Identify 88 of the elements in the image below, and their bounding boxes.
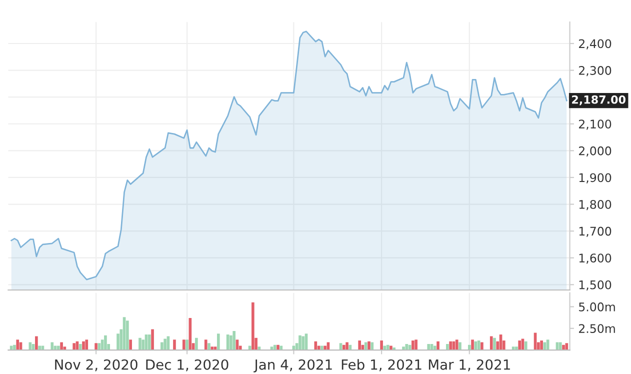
bar [480, 342, 484, 350]
bar [405, 344, 408, 350]
bar [358, 340, 361, 350]
bar [368, 341, 370, 350]
bar [298, 335, 302, 350]
x-tick-label: Jan 4, 2021 [254, 359, 332, 372]
bar [151, 329, 154, 350]
bar [468, 344, 471, 350]
y-tick-label: 1,800 [579, 200, 612, 210]
bar [515, 346, 518, 350]
bar [346, 342, 348, 350]
bar [204, 340, 208, 350]
x-tick-label: Mar 1, 2021 [428, 359, 510, 372]
bar [182, 340, 186, 350]
bar [414, 340, 418, 350]
bar [56, 346, 60, 350]
bar [126, 320, 129, 350]
bar [78, 344, 82, 350]
bar [232, 330, 236, 350]
bar [280, 346, 283, 350]
bar [186, 340, 188, 350]
bar [433, 346, 436, 350]
bar [446, 344, 449, 350]
text: 2,187.00 [572, 95, 626, 106]
y-tick-label: 2,100 [578, 120, 612, 130]
bar [565, 343, 568, 350]
bar [276, 344, 280, 350]
bar [302, 336, 305, 350]
bar [210, 346, 214, 350]
bar [324, 346, 326, 350]
bar [230, 335, 232, 350]
bar [35, 336, 38, 350]
y-tick-label: 2,300 [578, 66, 612, 76]
bar [471, 340, 474, 350]
bar [427, 344, 430, 350]
bar [173, 340, 176, 350]
bar [85, 340, 88, 350]
x-tick-label: Feb 1, 2021 [342, 359, 422, 372]
y-tick-label: 2,000 [578, 146, 612, 157]
bar [370, 342, 374, 350]
y-tick-label: 1,900 [579, 173, 612, 184]
x-tick-label: Dec 1, 2020 [146, 359, 228, 372]
bar [518, 340, 522, 350]
bar [82, 341, 85, 350]
bar [455, 340, 458, 350]
bar [129, 340, 132, 350]
bar [364, 342, 368, 350]
bar [38, 346, 41, 350]
bar [449, 341, 452, 350]
bar [104, 335, 107, 350]
bar [208, 343, 210, 350]
bar [60, 342, 63, 350]
bar [216, 334, 220, 350]
bar [116, 334, 120, 350]
bar [50, 342, 54, 350]
bar [540, 340, 543, 350]
bar [558, 342, 562, 350]
bar [436, 341, 440, 350]
bar [412, 340, 414, 350]
bar [148, 334, 151, 350]
bar [493, 338, 496, 350]
bar [380, 340, 383, 350]
bar [94, 343, 98, 350]
y-tick-label: 1,700 [579, 226, 612, 237]
bar [390, 346, 392, 350]
bar [562, 344, 565, 350]
y-tick-label: 1,500 [579, 280, 612, 290]
bar [490, 336, 493, 350]
y-tick-label: 2,400 [578, 39, 612, 50]
y-tick-label: 5.00m [579, 302, 615, 312]
bar [195, 338, 198, 350]
bar [524, 341, 528, 350]
bar [13, 344, 16, 350]
bar [252, 302, 254, 350]
bar [72, 343, 76, 350]
x-tick-label: Nov 2, 2020 [55, 359, 138, 372]
bar [458, 342, 462, 350]
bar [164, 338, 166, 350]
y-tick-label: 1,600 [579, 254, 612, 264]
bar [342, 344, 346, 350]
bar [10, 346, 13, 350]
bar [160, 342, 164, 350]
bar [320, 346, 324, 350]
y-tick-label: 2.50m [578, 324, 615, 334]
bar [402, 346, 405, 350]
bar [138, 338, 142, 350]
bar [16, 340, 20, 350]
bar [273, 344, 276, 350]
